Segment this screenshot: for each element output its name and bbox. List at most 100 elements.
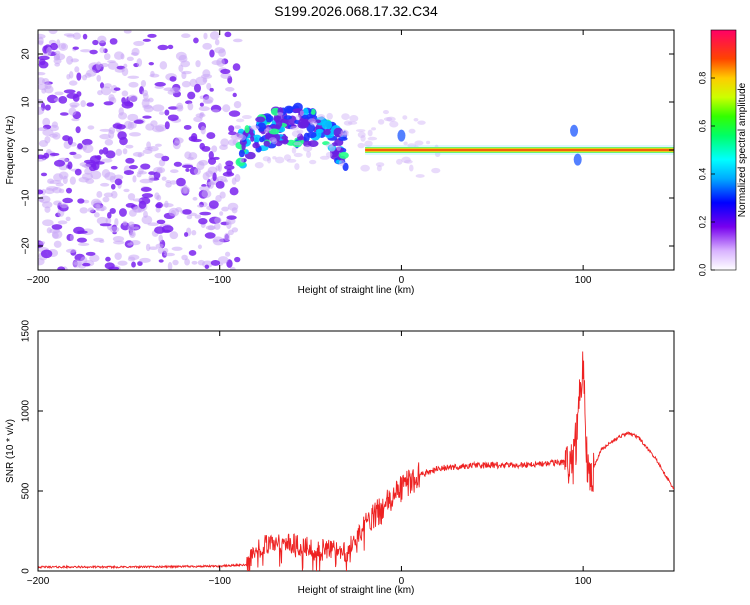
spectrogram-noise-blob bbox=[159, 61, 168, 70]
spectrogram-burst bbox=[397, 129, 406, 142]
spectrogram-noise-blob bbox=[49, 152, 60, 156]
spectrogram-noise-blob bbox=[183, 184, 188, 194]
colorbar-tick-label: 0.6 bbox=[697, 120, 707, 133]
spectrogram-halo-blob bbox=[302, 145, 313, 152]
spectrogram-noise-blob bbox=[204, 264, 210, 269]
spectrogram-noise-blob bbox=[212, 156, 220, 160]
spectrogram-noise-blob bbox=[127, 75, 140, 79]
spectrogram-noise-blob bbox=[132, 175, 137, 183]
spectrogram-noise-blob bbox=[125, 157, 135, 164]
spectrogram-noise-blob bbox=[41, 88, 47, 94]
spectrogram-noise-blob bbox=[197, 244, 202, 250]
spectrogram-noise-blob bbox=[102, 147, 109, 155]
spectrogram-noise-blob bbox=[38, 60, 49, 69]
spectrogram-noise-blob bbox=[138, 167, 144, 175]
spectrogram-halo-blob bbox=[254, 161, 264, 169]
spectrogram-noise-blob bbox=[99, 133, 111, 140]
spectrogram-noise-blob bbox=[129, 121, 137, 129]
spectrogram-noise-blob bbox=[150, 120, 158, 127]
spectrogram-noise-blob bbox=[147, 97, 154, 103]
spectrogram-y-tick-label: 20 bbox=[21, 48, 32, 60]
spectrogram-band-blob bbox=[323, 128, 331, 136]
spectrogram-noise-blob bbox=[113, 240, 125, 245]
spectrogram-noise-blob bbox=[81, 164, 91, 168]
spectrogram-noise-blob bbox=[93, 212, 100, 218]
spectrogram-halo-blob bbox=[417, 120, 426, 125]
spectrogram-noise-blob bbox=[191, 132, 198, 142]
spectrogram-noise-blob bbox=[155, 243, 164, 248]
spectrogram-noise-blob bbox=[226, 220, 232, 230]
spectrogram-band-blob bbox=[303, 140, 312, 148]
spectrogram-noise-blob bbox=[76, 91, 82, 97]
spectrogram-noise-blob bbox=[66, 55, 74, 65]
spectrogram-noise-blob bbox=[41, 201, 53, 209]
spectrogram-noise-blob bbox=[154, 153, 164, 159]
spectrogram-noise-blob bbox=[140, 186, 152, 192]
spectrogram-noise-blob bbox=[206, 82, 212, 90]
spectrogram-halo-blob bbox=[367, 129, 373, 137]
spectrogram-noise-blob bbox=[81, 138, 93, 146]
spectrogram-halo-blob bbox=[309, 159, 317, 165]
spectrogram-noise-blob bbox=[141, 215, 153, 225]
spectrogram-noise-blob bbox=[142, 115, 152, 119]
spectrogram-noise-blob bbox=[59, 203, 69, 209]
spectrogram-halo-blob bbox=[272, 156, 277, 160]
spectrogram-noise-blob bbox=[103, 101, 114, 106]
spectrogram-noise-blob bbox=[224, 164, 235, 170]
spectrogram-noise-blob bbox=[38, 241, 46, 245]
spectrogram-halo-blob bbox=[275, 156, 285, 164]
snr-y-tick-label: 500 bbox=[21, 482, 32, 499]
spectrogram-noise-blob bbox=[201, 189, 212, 199]
spectrogram-band-blob bbox=[241, 142, 246, 151]
snr-y-axis: 0 500 1000 1500 bbox=[21, 319, 674, 574]
spectrogram-noise-blob bbox=[155, 203, 162, 209]
spectrogram-noise-blob bbox=[65, 216, 71, 222]
spectrogram-noise-blob bbox=[129, 230, 136, 239]
spectrogram-noise-blob bbox=[58, 95, 68, 104]
spectrogram-noise-blob bbox=[169, 231, 179, 240]
spectrogram-noise-blob bbox=[38, 71, 46, 76]
snr-y-tick-label: 1000 bbox=[21, 399, 32, 422]
snr-x-tick-label: −100 bbox=[208, 576, 231, 587]
spectrogram-noise-blob bbox=[140, 163, 151, 170]
spectrogram-noise-blob bbox=[43, 152, 50, 159]
spectrogram-noise-blob bbox=[68, 80, 78, 86]
spectrogram-noise-blob bbox=[178, 54, 188, 63]
spectrogram-noise-blob bbox=[167, 44, 174, 50]
spectrogram-noise-blob bbox=[198, 218, 208, 225]
spectrogram-halo-blob bbox=[336, 145, 341, 151]
spectrogram-noise-blob bbox=[123, 188, 130, 193]
spectrogram-noise-blob bbox=[220, 68, 231, 75]
spectrogram-noise-blob bbox=[194, 214, 202, 219]
spectrogram-halo-blob bbox=[403, 141, 408, 146]
spectrogram-noise-blob bbox=[158, 259, 164, 263]
spectrogram-band-blob bbox=[285, 106, 294, 114]
spectrogram-noise-blob bbox=[96, 216, 108, 225]
spectrogram-noise-blob bbox=[38, 106, 45, 115]
spectrogram-noise-blob bbox=[173, 161, 182, 167]
spectrogram-halo-blob bbox=[355, 129, 366, 133]
spectrogram-noise-blob bbox=[80, 100, 86, 108]
spectrogram-noise-blob bbox=[163, 252, 175, 257]
spectrogram-band-blob bbox=[298, 118, 307, 128]
spectrogram-noise-blob bbox=[226, 168, 232, 176]
spectrogram-noise-blob bbox=[72, 46, 79, 50]
spectrogram-noise-blob bbox=[158, 111, 165, 116]
spectrogram-noise-blob bbox=[182, 209, 192, 215]
spectrogram-noise-blob bbox=[123, 170, 135, 176]
spectrogram-noise-blob bbox=[176, 102, 184, 110]
figure-title: S199.2026.068.17.32.C34 bbox=[274, 3, 438, 19]
spectrogram-noise-blob bbox=[208, 180, 214, 189]
spectrogram-noise-blob bbox=[229, 266, 236, 270]
spectrogram-halo-blob bbox=[382, 110, 389, 115]
spectrogram-noise-blob bbox=[214, 39, 220, 46]
spectrogram-noise-blob bbox=[136, 58, 143, 67]
colorbar-tick-label: 0.4 bbox=[697, 168, 707, 181]
spectrogram-halo-blob bbox=[357, 142, 365, 149]
spectrogram-noise-blob bbox=[49, 42, 58, 51]
spectrogram-halo-blob bbox=[386, 116, 396, 122]
spectrogram-noise-blob bbox=[158, 159, 166, 167]
spectrogram-noise-blob bbox=[89, 49, 98, 55]
spectrogram-noise-blob bbox=[184, 151, 192, 159]
